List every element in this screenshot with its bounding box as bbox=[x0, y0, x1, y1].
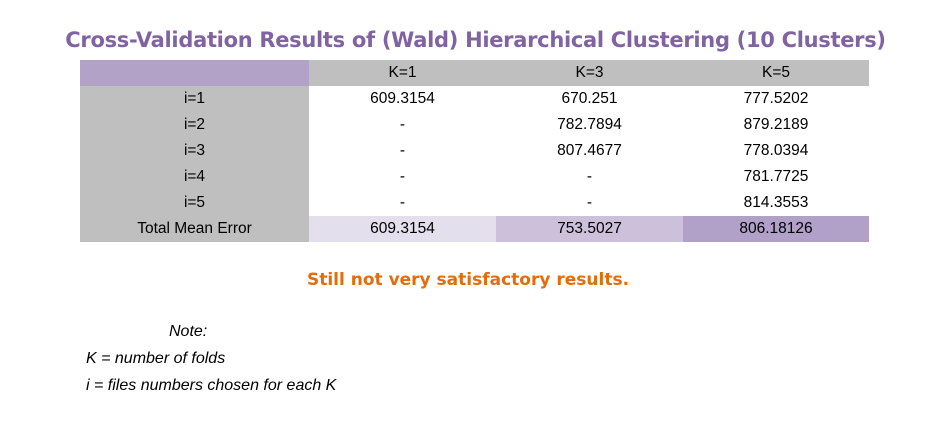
table-cell: 814.3553 bbox=[683, 190, 869, 216]
table-row: i=1 609.3154 670.251 777.5202 bbox=[80, 86, 869, 112]
row-label: i=4 bbox=[80, 164, 309, 190]
table-row: i=2 - 782.7894 879.2189 bbox=[80, 112, 869, 138]
column-header-k5: K=5 bbox=[683, 60, 869, 86]
total-cell-k3: 753.5027 bbox=[496, 216, 683, 242]
table-cell: 807.4677 bbox=[496, 138, 683, 164]
table-row: i=4 - - 781.7725 bbox=[80, 164, 869, 190]
result-comment: Still not very satisfactory results. bbox=[306, 270, 630, 290]
table-cell: - bbox=[496, 164, 683, 190]
table-header-row: K=1 K=3 K=5 bbox=[80, 60, 869, 86]
note-heading: Note: bbox=[169, 323, 208, 340]
table-cell: - bbox=[309, 190, 496, 216]
table-cell: 879.2189 bbox=[683, 112, 869, 138]
table-cell: 670.251 bbox=[496, 86, 683, 112]
note-line: i = files numbers chosen for each K bbox=[86, 377, 337, 394]
table-cell: - bbox=[496, 190, 683, 216]
table-cell: 781.7725 bbox=[683, 164, 869, 190]
row-label: i=5 bbox=[80, 190, 309, 216]
total-cell-k1: 609.3154 bbox=[309, 216, 496, 242]
table-row: i=3 - 807.4677 778.0394 bbox=[80, 138, 869, 164]
table-row: i=5 - - 814.3553 bbox=[80, 190, 869, 216]
total-cell-k5: 806.18126 bbox=[683, 216, 869, 242]
header-corner-cell bbox=[80, 60, 309, 86]
table-cell: 777.5202 bbox=[683, 86, 869, 112]
row-label: i=2 bbox=[80, 112, 309, 138]
results-table: K=1 K=3 K=5 i=1 609.3154 670.251 777.520… bbox=[80, 60, 869, 242]
total-row: Total Mean Error 609.3154 753.5027 806.1… bbox=[80, 216, 869, 242]
column-header-k1: K=1 bbox=[309, 60, 496, 86]
table-cell: - bbox=[309, 138, 496, 164]
table-cell: 782.7894 bbox=[496, 112, 683, 138]
table-cell: - bbox=[309, 112, 496, 138]
table-cell: - bbox=[309, 164, 496, 190]
row-label: i=3 bbox=[80, 138, 309, 164]
column-header-k3: K=3 bbox=[496, 60, 683, 86]
total-row-label: Total Mean Error bbox=[80, 216, 309, 242]
table-cell: 609.3154 bbox=[309, 86, 496, 112]
page-title: Cross-Validation Results of (Wald) Hiera… bbox=[65, 28, 886, 52]
table-cell: 778.0394 bbox=[683, 138, 869, 164]
row-label: i=1 bbox=[80, 86, 309, 112]
note-line: K = number of folds bbox=[86, 350, 226, 367]
